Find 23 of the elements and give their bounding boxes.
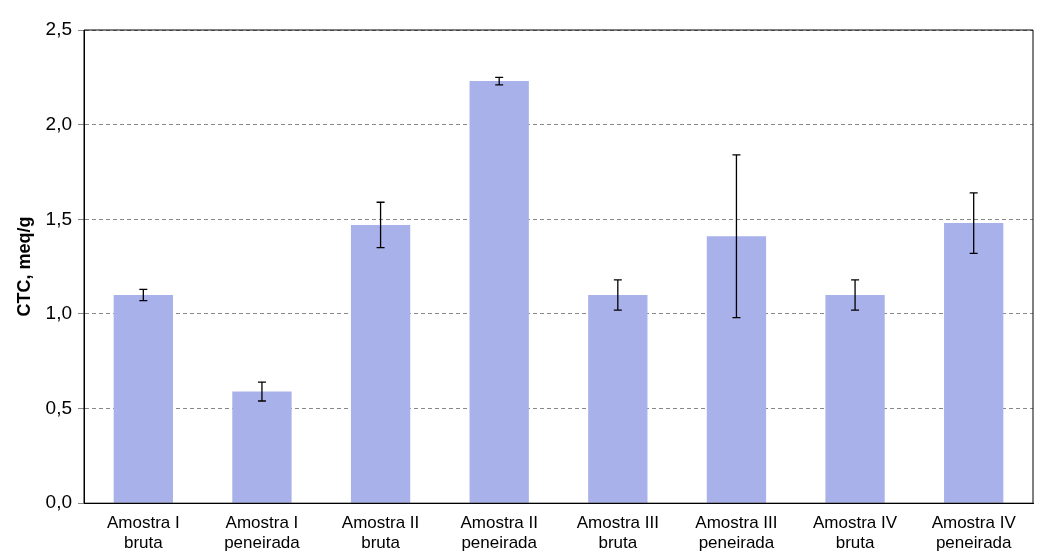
y-tick-label: 0,5: [45, 396, 73, 418]
y-tick-label: 0,0: [45, 491, 73, 513]
y-tick-label: 1,5: [45, 207, 73, 229]
x-tick-label: Amostra I peneirada: [224, 513, 301, 553]
bar: [113, 294, 173, 503]
x-tick-label: Amostra IV peneirada: [931, 513, 1017, 553]
y-axis-title: CTC, meq/g: [13, 216, 34, 317]
x-tick-label: Amostra II peneirada: [460, 513, 538, 553]
bar: [825, 294, 885, 503]
x-tick-label: Amostra IV bruta: [813, 513, 898, 553]
x-tick-label: Amostra II bruta: [341, 513, 420, 553]
bar: [232, 391, 292, 503]
bar: [469, 81, 529, 503]
bar: [944, 223, 1004, 503]
y-tick-label: 2,0: [45, 112, 73, 134]
x-tick-label: Amostra III bruta: [576, 513, 659, 553]
bar: [588, 294, 648, 503]
bar: [706, 236, 767, 503]
y-tick-label: 2,5: [45, 18, 73, 40]
x-tick-label: Amostra III peneirada: [695, 513, 778, 553]
x-tick-label: Amostra I bruta: [106, 513, 180, 553]
bar: [350, 224, 411, 503]
y-tick-label: 1,0: [45, 302, 73, 324]
